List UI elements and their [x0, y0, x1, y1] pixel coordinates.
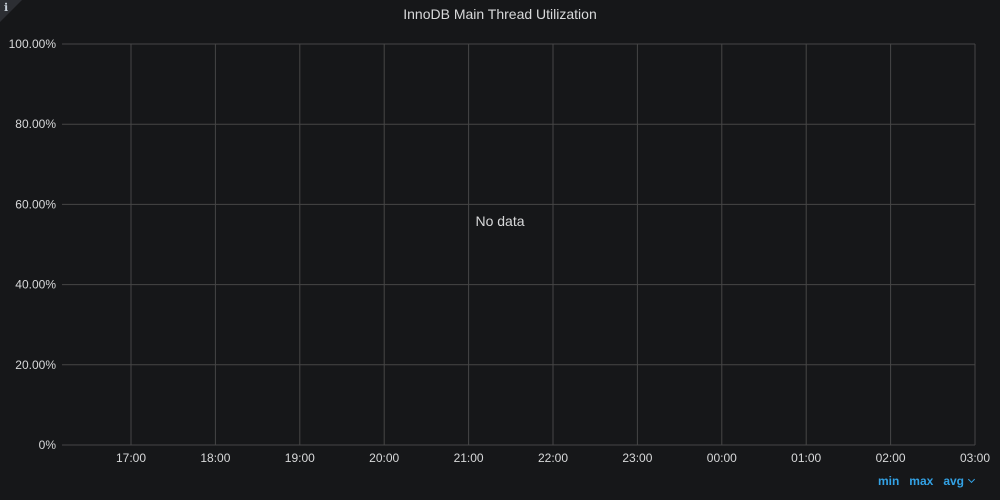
- y-tick-label: 0%: [39, 438, 57, 452]
- y-tick-label: 80.00%: [15, 117, 56, 131]
- legend-min-label: min: [877, 474, 900, 488]
- y-tick-label: 20.00%: [15, 358, 56, 372]
- legend-max-toggle[interactable]: max: [909, 474, 933, 488]
- y-tick-label: 60.00%: [15, 197, 56, 211]
- legend-avg-toggle[interactable]: avg: [943, 474, 976, 488]
- x-tick-label: 19:00: [285, 451, 315, 465]
- x-tick-label: 02:00: [876, 451, 906, 465]
- x-tick-label: 00:00: [707, 451, 737, 465]
- info-corner[interactable]: [0, 0, 22, 22]
- x-tick-label: 18:00: [200, 451, 230, 465]
- info-icon[interactable]: ℹ: [4, 1, 9, 14]
- legend-min-toggle[interactable]: min: [878, 474, 899, 488]
- panel-title[interactable]: InnoDB Main Thread Utilization: [403, 6, 597, 22]
- y-tick-label: 100.00%: [9, 37, 57, 51]
- x-axis-tick-labels: 17:00 18:00 19:00 20:00 21:00 22:00 23:00 00:00…: [116, 451, 990, 465]
- x-tick-label: 01:00: [791, 451, 821, 465]
- x-gridlines: [130, 44, 976, 445]
- y-gridlines: [62, 43, 975, 446]
- y-tick-label: 40.00%: [15, 278, 56, 292]
- x-tick-label: 23:00: [622, 451, 652, 465]
- x-tick-label: 20:00: [369, 451, 399, 465]
- chevron-down-icon: [967, 475, 976, 484]
- x-tick-label: 21:00: [454, 451, 484, 465]
- x-tick-label: 03:00: [960, 451, 990, 465]
- no-data-message: No data: [475, 213, 525, 229]
- x-tick-label: 22:00: [538, 451, 568, 465]
- y-axis-tick-labels: 0% 20.00% 40.00% 60.00% 80.00% 100.00%: [9, 37, 57, 452]
- legend-max-label: max: [909, 474, 934, 488]
- legend-avg-label: avg: [943, 474, 964, 488]
- legend-controls: min max avg: [878, 474, 976, 488]
- x-tick-label: 17:00: [116, 451, 146, 465]
